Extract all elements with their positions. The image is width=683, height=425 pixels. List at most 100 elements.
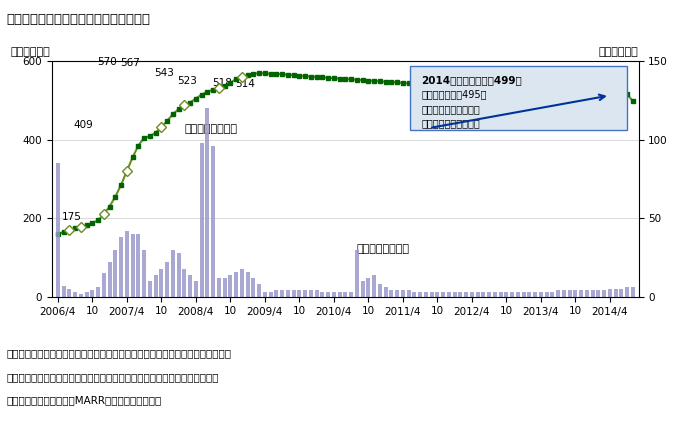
Bar (211, 146, 215, 297)
Bar (406, 291, 410, 297)
Bar (297, 291, 301, 297)
Text: 単月（棒：右軸）: 単月（棒：右軸） (357, 244, 410, 254)
Bar (453, 292, 456, 297)
Bar (263, 292, 267, 297)
Bar (602, 291, 606, 297)
Bar (631, 287, 635, 297)
Bar (591, 291, 594, 297)
Bar (384, 287, 387, 297)
Bar (102, 273, 106, 297)
Bar (159, 269, 163, 297)
Text: 567: 567 (120, 58, 139, 68)
Bar (401, 291, 405, 297)
Bar (130, 234, 135, 297)
Bar (326, 292, 330, 297)
Bar (435, 292, 439, 297)
Bar (182, 269, 186, 297)
Text: 175: 175 (62, 212, 82, 222)
Text: ・事前警告型：495社: ・事前警告型：495社 (421, 90, 487, 99)
Bar (464, 292, 468, 297)
Bar (257, 284, 261, 297)
Bar (280, 291, 284, 297)
Bar (285, 291, 290, 297)
Bar (613, 289, 617, 297)
Bar (113, 249, 117, 297)
Bar (176, 253, 180, 297)
Bar (413, 292, 417, 297)
Bar (423, 292, 428, 297)
Bar (608, 289, 612, 297)
Bar (562, 291, 566, 297)
Text: 523: 523 (177, 76, 197, 85)
Bar (522, 292, 525, 297)
Text: 518: 518 (212, 78, 232, 88)
Bar (137, 234, 140, 297)
Bar (234, 272, 238, 297)
Bar (303, 291, 307, 297)
Bar (539, 292, 543, 297)
Bar (320, 292, 324, 297)
Bar (251, 278, 255, 297)
Bar (223, 278, 227, 297)
Bar (332, 292, 336, 297)
Bar (550, 292, 555, 297)
Bar (275, 291, 278, 297)
Bar (533, 292, 537, 297)
Bar (228, 275, 232, 297)
Bar (90, 291, 94, 297)
Text: 543: 543 (154, 68, 174, 78)
Bar (585, 291, 589, 297)
Bar (527, 292, 531, 297)
Bar (487, 292, 491, 297)
Text: 570: 570 (97, 57, 117, 67)
Bar (171, 249, 175, 297)
Text: （出所）レコフデータ「MARR」より大和総研作成: （出所）レコフデータ「MARR」より大和総研作成 (7, 395, 162, 405)
Bar (68, 289, 71, 297)
Bar (619, 289, 624, 297)
Bar (395, 291, 399, 297)
Bar (389, 291, 393, 297)
Bar (366, 278, 370, 297)
Text: （注１）棒グラフは単月の導入社数（右軸）、線グラフは累計導入社数（左軸）: （注１）棒グラフは単月の導入社数（右軸）、線グラフは累計導入社数（左軸） (7, 348, 232, 359)
Bar (61, 286, 66, 297)
FancyBboxPatch shape (410, 66, 627, 130)
Bar (418, 292, 422, 297)
Bar (85, 292, 89, 297)
Text: 409: 409 (74, 120, 94, 130)
Bar (568, 291, 572, 297)
Text: ・その他　　：　２社: ・その他 ： ２社 (421, 118, 480, 128)
Bar (107, 262, 111, 297)
Bar (292, 291, 296, 297)
Bar (499, 292, 503, 297)
Bar (504, 292, 508, 297)
Bar (470, 292, 474, 297)
Bar (96, 287, 100, 297)
Bar (430, 292, 434, 297)
Bar (56, 163, 60, 297)
Bar (206, 108, 209, 297)
Bar (579, 291, 583, 297)
Bar (119, 237, 123, 297)
Bar (458, 292, 462, 297)
Bar (73, 292, 77, 297)
Bar (188, 275, 192, 297)
Bar (361, 281, 365, 297)
Bar (268, 292, 273, 297)
Bar (337, 292, 342, 297)
Bar (596, 291, 600, 297)
Bar (482, 292, 486, 297)
Bar (217, 278, 221, 297)
Bar (194, 281, 198, 297)
Bar (344, 292, 347, 297)
Bar (349, 292, 353, 297)
Bar (372, 275, 376, 297)
Bar (447, 292, 451, 297)
Bar (79, 294, 83, 297)
Text: 【図表１】買収防衛策の導入者数の推移: 【図表１】買収防衛策の導入者数の推移 (7, 13, 151, 26)
Bar (165, 262, 169, 297)
Text: 累計（線：左軸）: 累計（線：左軸） (184, 124, 237, 134)
Bar (142, 249, 146, 297)
Text: （社：累計）: （社：累計） (11, 47, 51, 57)
Bar (544, 292, 548, 297)
Bar (240, 269, 244, 297)
